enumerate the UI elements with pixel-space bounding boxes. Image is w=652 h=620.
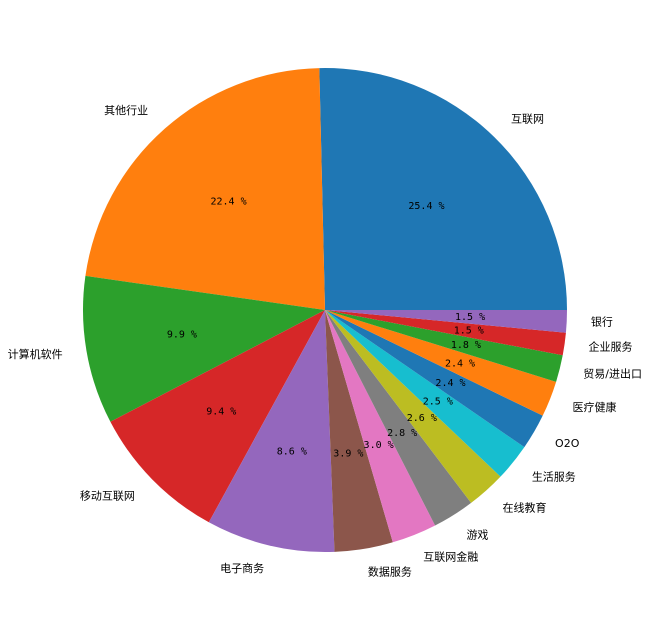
pie-slice [83, 275, 325, 422]
slice-label: 银行 [591, 315, 613, 329]
percent-label: 2.8 % [387, 428, 417, 439]
slice-label: 其他行业 [104, 104, 148, 117]
pie-slice [325, 310, 436, 543]
slice-label: 计算机软件 [8, 347, 63, 361]
slice-label: 企业服务 [589, 339, 633, 353]
slice-label: 互联网 [511, 113, 544, 126]
percent-label: 3.0 % [364, 440, 394, 451]
slice-label: 游戏 [466, 529, 488, 542]
percent-label: 9.4 % [206, 407, 236, 418]
pie-slice [325, 310, 566, 356]
percent-label: 8.6 % [277, 446, 307, 457]
percent-label: 1.8 % [451, 340, 481, 351]
pie-slice [325, 310, 501, 503]
pie-slice [325, 310, 543, 448]
percent-label: 1.5 % [455, 312, 485, 323]
percent-label: 3.9 % [333, 448, 363, 459]
slice-label: 贸易/进出口 [583, 367, 642, 381]
slice-label: 在线教育 [502, 500, 546, 514]
pie-slice [319, 67, 567, 311]
percent-label: 2.6 % [407, 413, 437, 424]
pie-slice [208, 310, 335, 552]
percent-label: 22.4 % [210, 196, 246, 207]
percent-label: 2.4 % [435, 378, 465, 389]
slice-label: 医疗健康 [573, 400, 617, 414]
pie-slice [325, 310, 525, 477]
percent-label: 2.4 % [445, 358, 475, 369]
percent-label: 2.5 % [423, 396, 453, 407]
slice-label: 电子商务 [220, 561, 264, 575]
pie-slice [325, 310, 557, 416]
slice-label: 数据服务 [368, 565, 412, 579]
slice-label: 互联网金融 [423, 549, 478, 563]
pie-slice [325, 310, 563, 382]
slice-label: O2O [555, 437, 580, 450]
percent-label: 9.9 % [167, 329, 197, 340]
pie-slice [325, 310, 393, 552]
pie-slice [325, 310, 567, 333]
slice-label: 移动互联网 [80, 489, 135, 502]
slice-label: 生活服务 [532, 470, 576, 484]
pie-slice [110, 310, 325, 523]
pie-slice [325, 310, 472, 526]
percent-label: 25.4 % [408, 201, 444, 212]
pie-slice [85, 68, 326, 310]
percent-label: 1.5 % [454, 325, 484, 336]
